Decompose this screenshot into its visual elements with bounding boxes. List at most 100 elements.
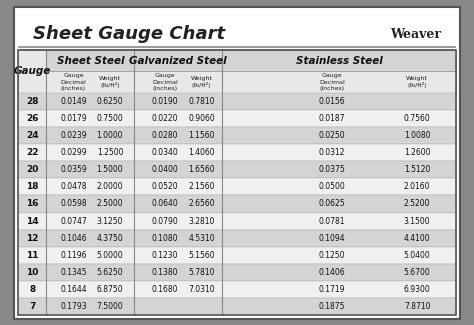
Text: Gauge
Decimal
(inches): Gauge Decimal (inches) [152,73,178,91]
Text: 0.1080: 0.1080 [152,234,178,243]
Text: 5.1560: 5.1560 [188,251,215,260]
Text: 0.1719: 0.1719 [319,285,345,294]
Text: 22: 22 [26,148,38,157]
Bar [18,195,456,213]
Text: 1.2500: 1.2500 [97,148,123,157]
Bar [134,50,222,72]
Text: 2.0000: 2.0000 [97,182,123,191]
Text: 2.5000: 2.5000 [97,200,123,208]
Text: 0.0156: 0.0156 [319,97,345,106]
Bar [18,161,456,178]
Bar [222,72,456,93]
Text: 0.7560: 0.7560 [404,114,430,123]
Text: 0.1793: 0.1793 [60,302,87,311]
Bar [18,247,456,264]
Text: 0.1094: 0.1094 [319,234,345,243]
Bar [18,144,456,161]
Bar [18,230,456,247]
Text: Gauge
Decimal
(inches): Gauge Decimal (inches) [319,73,345,91]
Bar [134,72,222,93]
Text: 4.3750: 4.3750 [97,234,123,243]
Text: Gauge: Gauge [14,67,51,76]
Text: 1.6560: 1.6560 [188,165,215,174]
Text: 14: 14 [26,216,38,226]
Text: 0.1875: 0.1875 [319,302,345,311]
Bar [18,110,456,127]
Text: 0.0312: 0.0312 [319,148,345,157]
Text: 3.1500: 3.1500 [404,216,430,226]
Text: 1.5120: 1.5120 [404,165,430,174]
Text: 5.6700: 5.6700 [404,268,430,277]
Text: 0.0280: 0.0280 [152,131,178,140]
Text: 0.0500: 0.0500 [319,182,345,191]
Bar [46,50,134,72]
Bar [18,298,456,315]
Text: 7.0310: 7.0310 [188,285,215,294]
Text: 0.1345: 0.1345 [60,268,87,277]
Text: 12: 12 [26,234,38,243]
Text: 0.0625: 0.0625 [319,200,345,208]
Bar [18,50,46,93]
Text: 8: 8 [29,285,36,294]
Text: 1.0080: 1.0080 [404,131,430,140]
Bar [222,50,456,72]
Text: 0.6250: 0.6250 [97,97,123,106]
Text: 7: 7 [29,302,36,311]
Text: 6.9300: 6.9300 [404,285,430,294]
Text: 0.1230: 0.1230 [152,251,178,260]
Text: Galvanized Steel: Galvanized Steel [129,56,227,66]
Text: 2.6560: 2.6560 [188,200,215,208]
Text: 2.5200: 2.5200 [404,200,430,208]
Text: 1.4060: 1.4060 [188,148,215,157]
Bar [46,72,134,93]
Text: 4.4100: 4.4100 [404,234,430,243]
Bar [18,178,456,195]
Text: 0.1406: 0.1406 [319,268,345,277]
Text: 0.0187: 0.0187 [319,114,345,123]
Text: 5.0000: 5.0000 [97,251,123,260]
Text: 0.0781: 0.0781 [319,216,345,226]
Text: 10: 10 [26,268,38,277]
Text: 26: 26 [26,114,38,123]
Text: 1.1560: 1.1560 [188,131,215,140]
Text: 0.1250: 0.1250 [319,251,345,260]
Text: 1.5000: 1.5000 [97,165,123,174]
Text: 0.0640: 0.0640 [152,200,178,208]
Text: Weight
(lb/ft²): Weight (lb/ft²) [191,76,212,88]
Text: 24: 24 [26,131,38,140]
Text: 5.7810: 5.7810 [188,268,215,277]
Bar [18,281,456,298]
Text: 0.0250: 0.0250 [319,131,345,140]
Text: 3.1250: 3.1250 [97,216,123,226]
Bar [18,127,456,144]
Text: 0.0375: 0.0375 [319,165,345,174]
Text: 1.0000: 1.0000 [97,131,123,140]
Text: 11: 11 [26,251,38,260]
Text: 5.6250: 5.6250 [97,268,123,277]
FancyBboxPatch shape [14,6,460,318]
Text: 18: 18 [26,182,38,191]
Text: Weaver: Weaver [390,28,441,41]
Text: 0.1380: 0.1380 [152,268,178,277]
Text: 7.5000: 7.5000 [97,302,123,311]
Text: 0.9060: 0.9060 [188,114,215,123]
Text: 0.0400: 0.0400 [152,165,178,174]
Text: Weight
(lb/ft²): Weight (lb/ft²) [406,76,428,88]
Text: 0.0790: 0.0790 [152,216,178,226]
Text: 0.7500: 0.7500 [97,114,123,123]
Text: 0.0239: 0.0239 [60,131,87,140]
Text: 0.0747: 0.0747 [60,216,87,226]
Text: 0.0520: 0.0520 [152,182,178,191]
Text: 5.0400: 5.0400 [404,251,430,260]
Text: 28: 28 [26,97,38,106]
Bar [18,264,456,281]
Text: 0.0340: 0.0340 [152,148,178,157]
Text: 0.7810: 0.7810 [188,97,215,106]
Text: Gauge
Decimal
(inches): Gauge Decimal (inches) [61,73,86,91]
Text: Stainless Steel: Stainless Steel [295,56,383,66]
Text: 2.1560: 2.1560 [188,182,215,191]
Text: 7.8710: 7.8710 [404,302,430,311]
Text: Sheet Gauge Chart: Sheet Gauge Chart [33,25,225,43]
Text: 16: 16 [26,200,38,208]
Text: 3.2810: 3.2810 [188,216,215,226]
